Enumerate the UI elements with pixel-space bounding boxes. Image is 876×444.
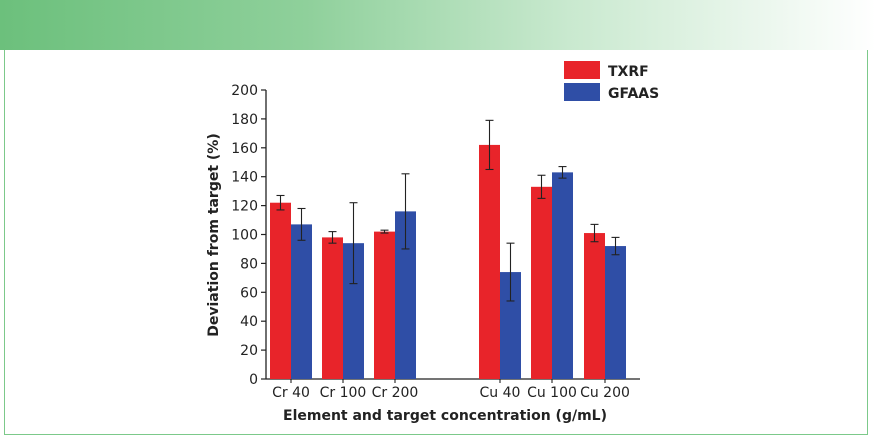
bar-txrf bbox=[584, 233, 605, 379]
x-tick-label: Cu 40 bbox=[480, 385, 521, 401]
x-tick-labels: Cr 40 Cr 100 Cr 200 Cu 40 Cu 100 Cu 200 bbox=[272, 385, 630, 401]
bar-txrf bbox=[374, 231, 395, 379]
x-tick-label: Cr 40 bbox=[272, 385, 310, 401]
figure-frame bbox=[4, 50, 868, 435]
bar-gfaas bbox=[552, 172, 573, 379]
y-tick-label: 40 bbox=[240, 314, 258, 330]
bar-txrf bbox=[479, 144, 500, 379]
axes: 0 20 40 60 80 100 120 140 160 180 200 bbox=[231, 83, 640, 388]
y-tick-label: 160 bbox=[231, 141, 258, 157]
legend-label-txrf: TXRF bbox=[608, 64, 649, 80]
x-tick-label: Cu 200 bbox=[580, 385, 630, 401]
bar-txrf bbox=[270, 202, 291, 379]
legend: TXRF GFAAS bbox=[564, 61, 659, 102]
bar-gfaas bbox=[395, 211, 416, 379]
bar-gfaas bbox=[291, 224, 312, 379]
bar-gfaas bbox=[500, 272, 521, 379]
legend-swatch-txrf bbox=[564, 61, 600, 79]
bar-txrf bbox=[322, 237, 343, 379]
y-tick-label: 140 bbox=[231, 170, 258, 186]
x-tick-label: Cu 100 bbox=[527, 385, 577, 401]
legend-label-gfaas: GFAAS bbox=[608, 86, 659, 102]
y-tick-label: 100 bbox=[231, 228, 258, 244]
y-tick-label: 120 bbox=[231, 199, 258, 215]
y-tick-label: 0 bbox=[249, 372, 258, 388]
x-tick-label: Cr 200 bbox=[372, 385, 419, 401]
x-axis-title: Element and target concentration (g/mL) bbox=[283, 408, 607, 424]
header-banner bbox=[0, 0, 876, 50]
bar-gfaas bbox=[605, 246, 626, 379]
bar-txrf bbox=[531, 186, 552, 379]
bars bbox=[270, 119, 626, 379]
y-tick-label: 80 bbox=[240, 256, 258, 272]
bar-gfaas bbox=[343, 243, 364, 379]
legend-swatch-gfaas bbox=[564, 83, 600, 101]
y-tick-label: 60 bbox=[240, 285, 258, 301]
y-tick-label: 180 bbox=[231, 112, 258, 128]
y-tick-label: 20 bbox=[240, 343, 258, 359]
x-tick-label: Cr 100 bbox=[320, 385, 367, 401]
y-axis-title: Deviation from target (%) bbox=[206, 133, 222, 336]
y-tick-label: 200 bbox=[231, 83, 258, 99]
